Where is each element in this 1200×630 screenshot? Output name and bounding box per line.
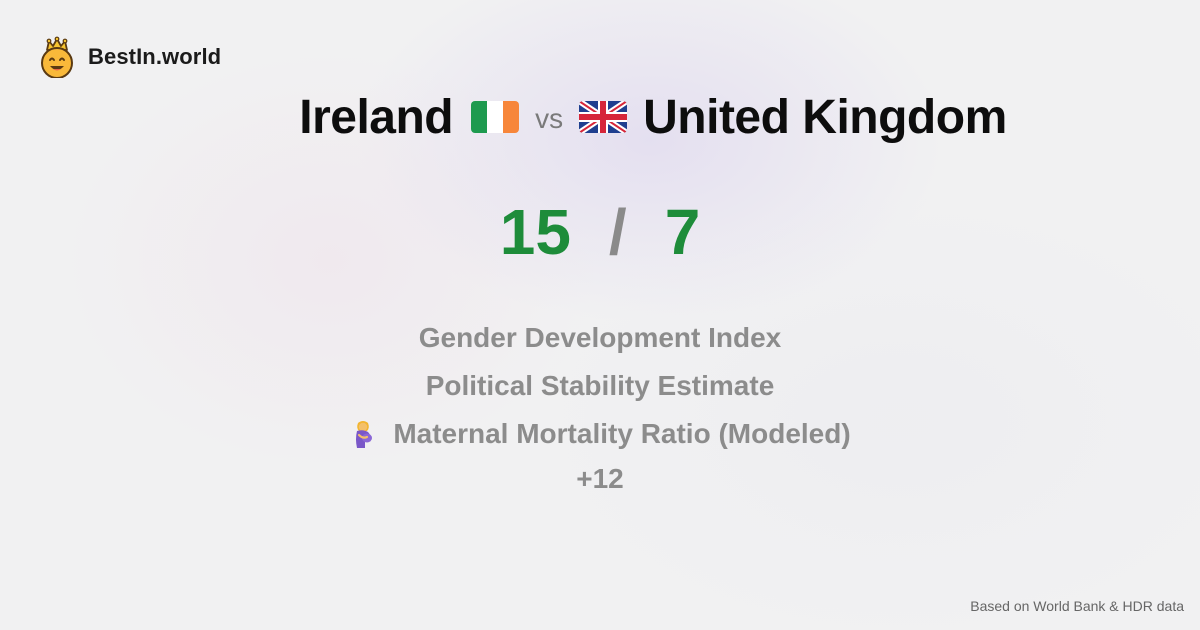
- right-country-name: United Kingdom: [643, 90, 1007, 144]
- metric-label: Political Stability Estimate: [425, 370, 775, 401]
- right-score: 7: [664, 196, 701, 268]
- united-kingdom-flag-icon: [579, 101, 628, 133]
- ireland-flag-icon: [471, 101, 520, 133]
- data-source-note: Based on World Bank & HDR data: [970, 598, 1184, 614]
- metric-label: Gender Development Index: [418, 322, 782, 353]
- score-separator: /: [608, 196, 627, 268]
- pregnant-woman-icon: [356, 421, 373, 448]
- brand-name: BestIn.world: [88, 44, 222, 69]
- left-country-name: Ireland: [299, 90, 454, 144]
- comparison-title: Ireland vs United Kingdom: [0, 84, 1200, 150]
- left-score: 15: [499, 196, 571, 268]
- more-metrics-count: +12: [576, 463, 624, 494]
- score: 15 / 7: [0, 194, 1200, 270]
- metric-list: Gender Development Index Political Stabi…: [0, 314, 1200, 500]
- metric-item: Political Stability Estimate: [0, 362, 1200, 410]
- metric-item: Maternal Mortality Ratio (Modeled): [0, 410, 1200, 458]
- metric-label: Maternal Mortality Ratio (Modeled): [393, 418, 851, 449]
- metric-item: Gender Development Index: [0, 314, 1200, 362]
- crowned-smiley-icon: [41, 36, 73, 78]
- brand[interactable]: BestIn.world: [38, 36, 221, 78]
- vs-label: vs: [535, 103, 564, 134]
